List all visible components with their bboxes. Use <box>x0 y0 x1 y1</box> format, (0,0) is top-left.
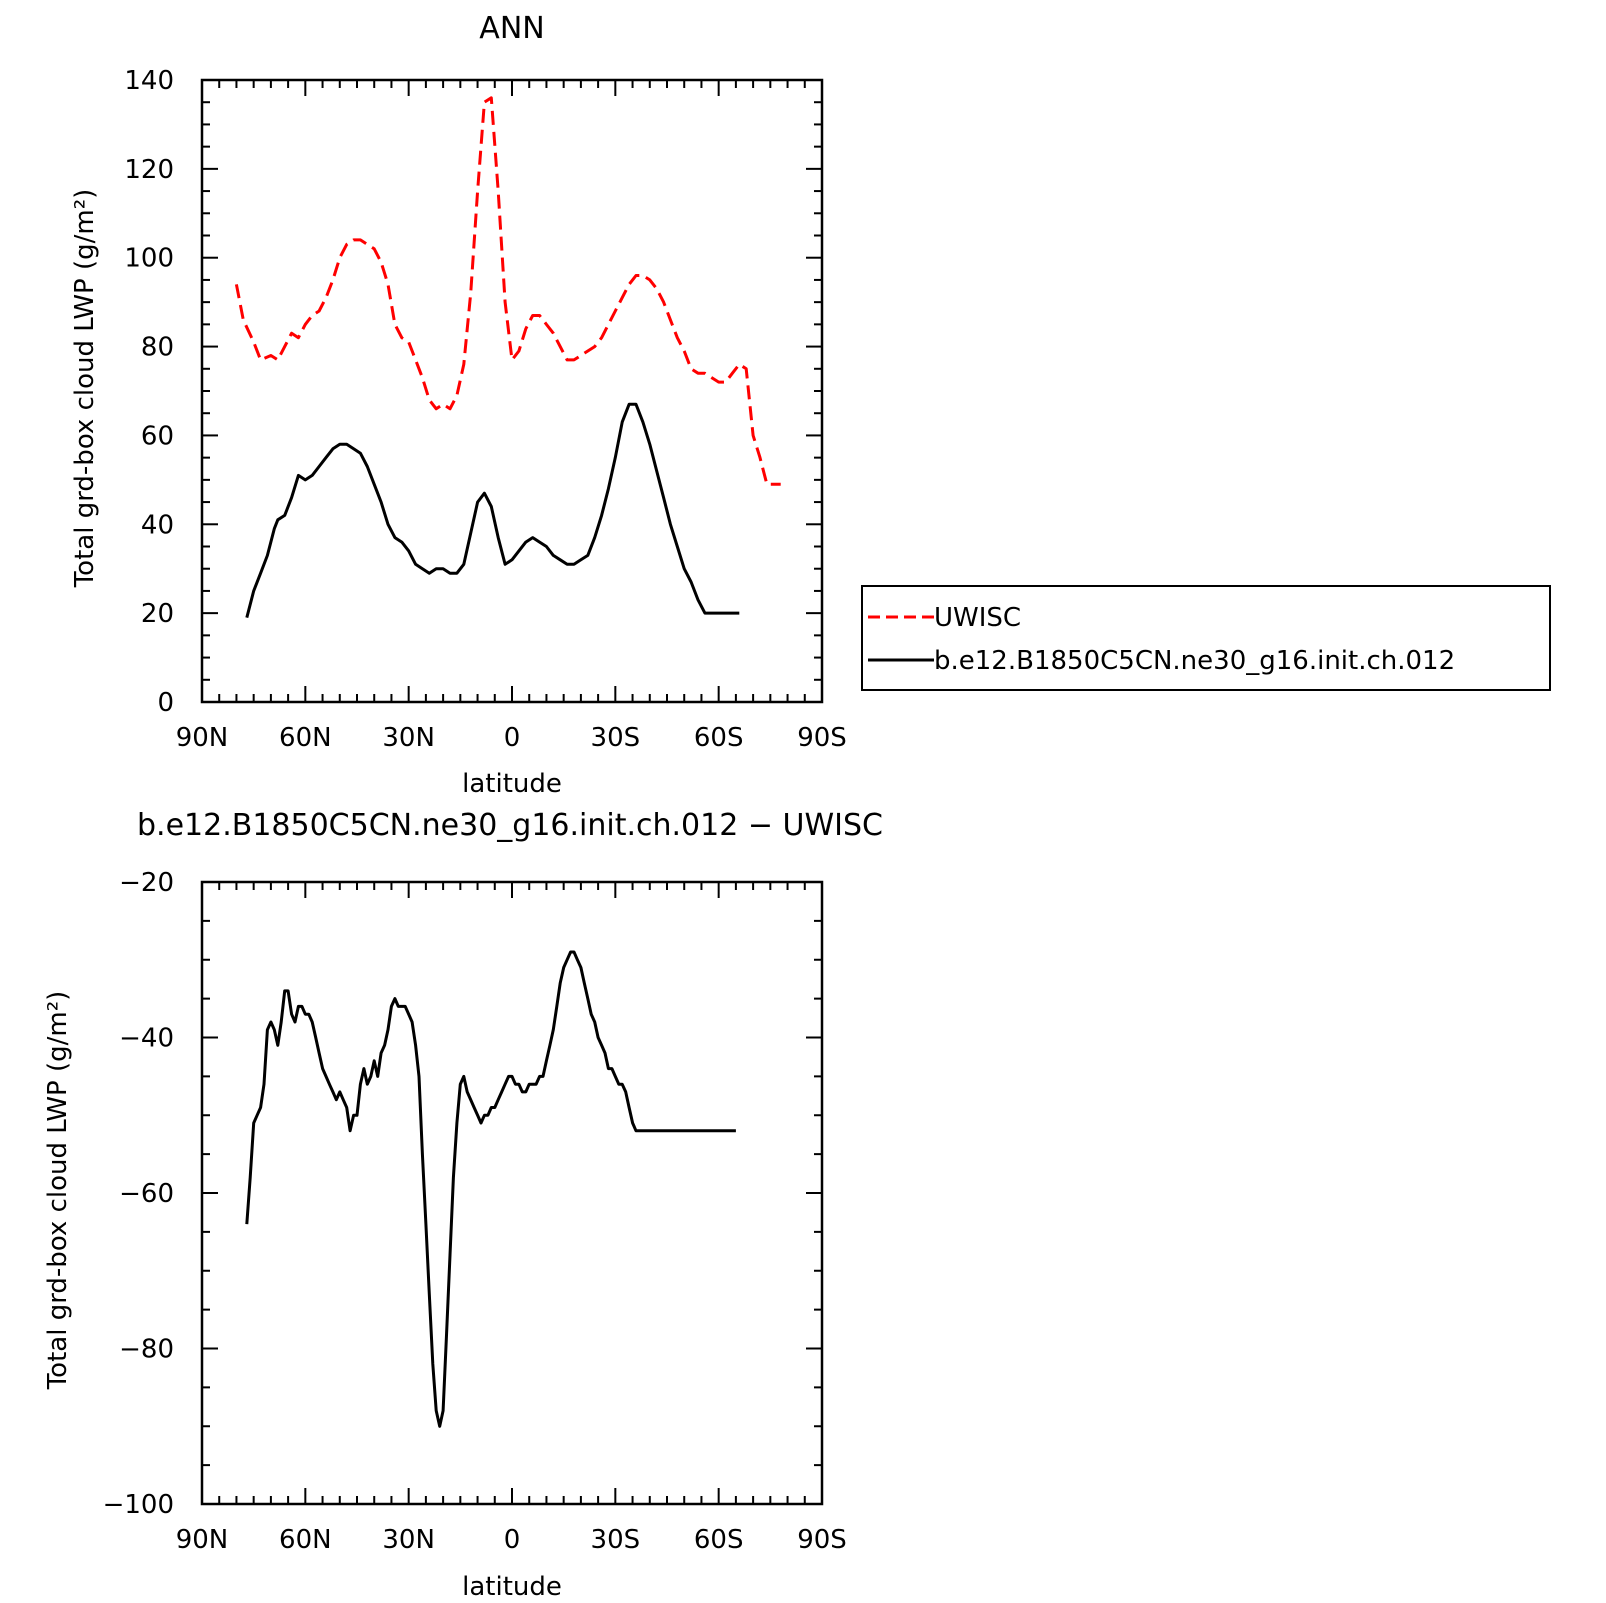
x-tick-label: 90S <box>797 1525 847 1555</box>
legend-label-model: b.e12.B1850C5CN.ne30_g16.init.ch.012 <box>934 646 1455 676</box>
x-tick-label: 30S <box>591 723 641 753</box>
chart-title: ANN <box>479 11 544 46</box>
plot-area: 90N 60N 30N 0 30S 60S 90S 0 20 40 60 80 100 120 140 <box>124 66 846 753</box>
series-line-1 <box>245 402 740 618</box>
x-tick-label: 90N <box>176 1525 229 1555</box>
legend: UWISC b.e12.B1850C5CN.ne30_g16.init.ch.0… <box>861 585 1551 691</box>
x-axis-title: latitude <box>462 769 562 799</box>
y-tick-label: −40 <box>119 1024 174 1054</box>
x-tick-label: 60S <box>694 723 744 753</box>
y-tick-label: 100 <box>124 244 174 274</box>
x-tick-label: 30N <box>382 723 435 753</box>
y-axis-title: Total grd-box cloud LWP (g/m²) <box>43 991 73 1391</box>
plot-frame <box>200 880 824 1506</box>
x-axis-title: latitude <box>462 1572 562 1602</box>
series-line-0 <box>245 950 736 1428</box>
x-tick-label: 30N <box>382 1525 435 1555</box>
series-line-0 <box>234 96 781 486</box>
legend-label-uwisc: UWISC <box>934 603 1021 633</box>
chart-difference: b.e12.B1850C5CN.ne30_g16.init.ch.012 − U… <box>43 808 883 1602</box>
y-tick-label: 120 <box>124 155 174 185</box>
legend-box <box>861 585 1551 691</box>
y-tick-label: −20 <box>119 868 174 898</box>
y-tick-label: 60 <box>141 421 174 451</box>
plot-area: 90N 60N 30N 0 30S 60S 90S −100 −80 −60 −40 −20 <box>103 868 847 1555</box>
y-tick-label: 40 <box>141 510 174 540</box>
x-tick-label: 0 <box>504 1525 521 1555</box>
y-tick-label: 0 <box>157 688 174 718</box>
y-tick-label: −100 <box>103 1490 174 1520</box>
x-tick-label: 30S <box>591 1525 641 1555</box>
y-tick-label: 140 <box>124 66 174 96</box>
plot-frame <box>200 78 824 704</box>
y-tick-label: −80 <box>119 1335 174 1365</box>
x-tick-label: 90S <box>797 723 847 753</box>
x-tick-label: 0 <box>504 723 521 753</box>
x-tick-label: 90N <box>176 723 229 753</box>
y-axis-title: Total grd-box cloud LWP (g/m²) <box>70 189 100 589</box>
y-tick-label: 20 <box>141 599 174 629</box>
y-tick-label: 80 <box>141 333 174 363</box>
x-tick-label: 60N <box>279 723 332 753</box>
x-tick-label: 60S <box>694 1525 744 1555</box>
chart-annual: ANN 90N 60N 30N 0 30S 60S 90S 0 20 40 60 80 100 120 14… <box>70 11 1551 799</box>
chart-title: b.e12.B1850C5CN.ne30_g16.init.ch.012 − U… <box>137 808 883 843</box>
y-tick-label: −60 <box>119 1179 174 1209</box>
x-tick-label: 60N <box>279 1525 332 1555</box>
